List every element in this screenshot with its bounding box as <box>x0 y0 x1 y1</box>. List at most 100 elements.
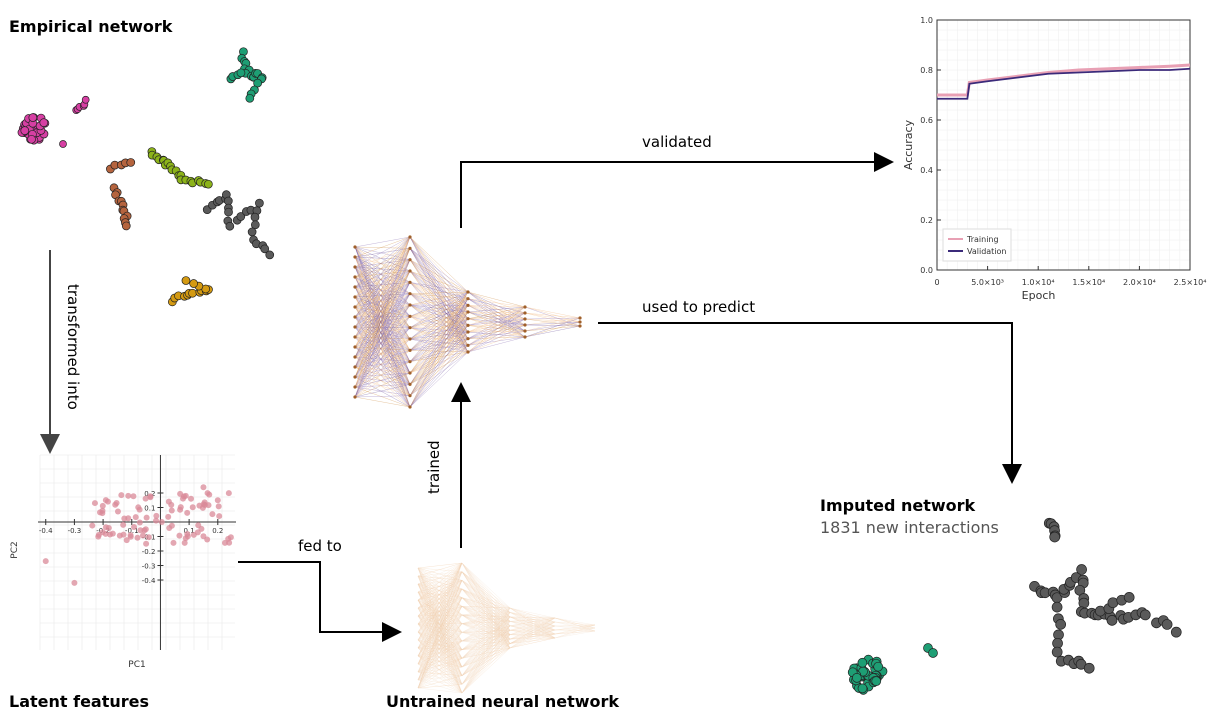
nn-connection <box>354 304 411 388</box>
nn-connection <box>409 304 469 346</box>
nn-connection <box>354 350 411 398</box>
nn-connection <box>509 612 556 619</box>
pca-point <box>136 519 143 526</box>
nn-connection <box>409 293 469 339</box>
pca-point <box>189 504 196 511</box>
nn-connection <box>354 266 411 396</box>
nn-node <box>353 325 357 329</box>
nn-connection <box>354 338 411 388</box>
nn-connection <box>417 562 463 689</box>
nn-connection <box>354 326 411 408</box>
nn-connection <box>354 286 411 396</box>
nn-connection <box>354 372 411 378</box>
nn-node <box>523 305 527 309</box>
nn-connection <box>461 621 511 694</box>
nn-connection <box>417 658 463 689</box>
nn-connection <box>354 326 411 362</box>
nn-connection <box>354 256 411 328</box>
nn-connection <box>354 293 411 388</box>
nn-connection <box>354 304 411 398</box>
nn-connection <box>409 248 469 313</box>
network-node <box>20 126 30 135</box>
nn-connection <box>467 312 526 339</box>
pca-point <box>195 522 202 529</box>
nn-connection <box>354 293 411 338</box>
nn-connection <box>409 305 469 374</box>
nn-connection <box>354 316 411 348</box>
nn-connection <box>354 266 411 374</box>
nn-connection <box>409 338 469 353</box>
nn-connection <box>354 316 411 385</box>
arrow-fed <box>238 561 402 642</box>
nn-connection <box>409 338 469 351</box>
nn-connection <box>409 236 469 293</box>
nn-node <box>353 305 357 309</box>
nn-connection <box>354 236 411 258</box>
nn-connection <box>409 345 469 385</box>
nn-connection <box>467 311 526 338</box>
nn-node <box>408 394 412 398</box>
nn-connection <box>467 311 526 332</box>
nn-connection <box>354 246 411 362</box>
nn-connection <box>354 338 411 378</box>
nn-connection <box>409 236 469 353</box>
nn-connection <box>417 562 463 681</box>
nn-connection <box>354 338 411 358</box>
nn-connection <box>417 658 463 681</box>
trained-neural-network <box>353 235 582 409</box>
nn-connection <box>354 336 411 362</box>
nn-node <box>408 280 412 284</box>
nn-node <box>353 265 357 269</box>
nn-connection <box>354 282 411 368</box>
x-tick-label: 0 <box>934 278 939 287</box>
x-tick-label: 2.5×10⁴ <box>1174 278 1207 287</box>
pca-point <box>139 532 146 539</box>
nn-node <box>466 310 470 314</box>
nn-connection <box>461 607 511 659</box>
nn-connection <box>409 298 469 374</box>
nn-connection <box>354 376 411 408</box>
nn-connection <box>409 304 469 326</box>
nn-connection <box>354 236 411 308</box>
nn-connection <box>461 597 511 609</box>
nn-connection <box>354 326 411 351</box>
nn-connection <box>354 296 411 351</box>
nn-connection <box>461 612 511 633</box>
nn-connection <box>524 312 581 327</box>
nn-connection <box>467 330 526 333</box>
nn-connection <box>354 236 411 298</box>
nn-connection <box>467 318 526 332</box>
network-node <box>1106 615 1118 626</box>
nn-connection <box>354 246 411 317</box>
pca-point <box>182 492 189 499</box>
nn-connection <box>354 316 411 328</box>
nn-connection <box>409 338 469 385</box>
nn-connection <box>461 588 511 609</box>
nn-connection <box>524 321 581 338</box>
pca-point <box>181 539 188 546</box>
nn-connection <box>354 306 411 408</box>
nn-connection <box>354 276 411 283</box>
nn-connection <box>467 324 526 339</box>
nn-connection <box>409 293 469 353</box>
nn-connection <box>409 259 469 326</box>
nn-connection <box>409 331 469 385</box>
nn-connection <box>354 282 411 288</box>
nn-connection <box>461 607 511 685</box>
nn-connection <box>509 617 556 622</box>
nn-connection <box>417 606 463 617</box>
pca-point <box>190 531 197 538</box>
nn-connection <box>467 305 526 332</box>
nn-connection <box>354 356 411 385</box>
nn-connection <box>467 298 526 308</box>
pca-point <box>42 558 49 565</box>
nn-connection <box>354 246 411 408</box>
untrained-neural-network <box>417 562 596 694</box>
nn-connection <box>354 304 411 328</box>
nn-connection <box>417 687 463 694</box>
nn-connection <box>461 643 511 694</box>
nn-connection <box>354 286 411 306</box>
nn-connection <box>354 276 411 294</box>
pca-point <box>170 539 177 546</box>
nn-connection <box>354 293 411 328</box>
